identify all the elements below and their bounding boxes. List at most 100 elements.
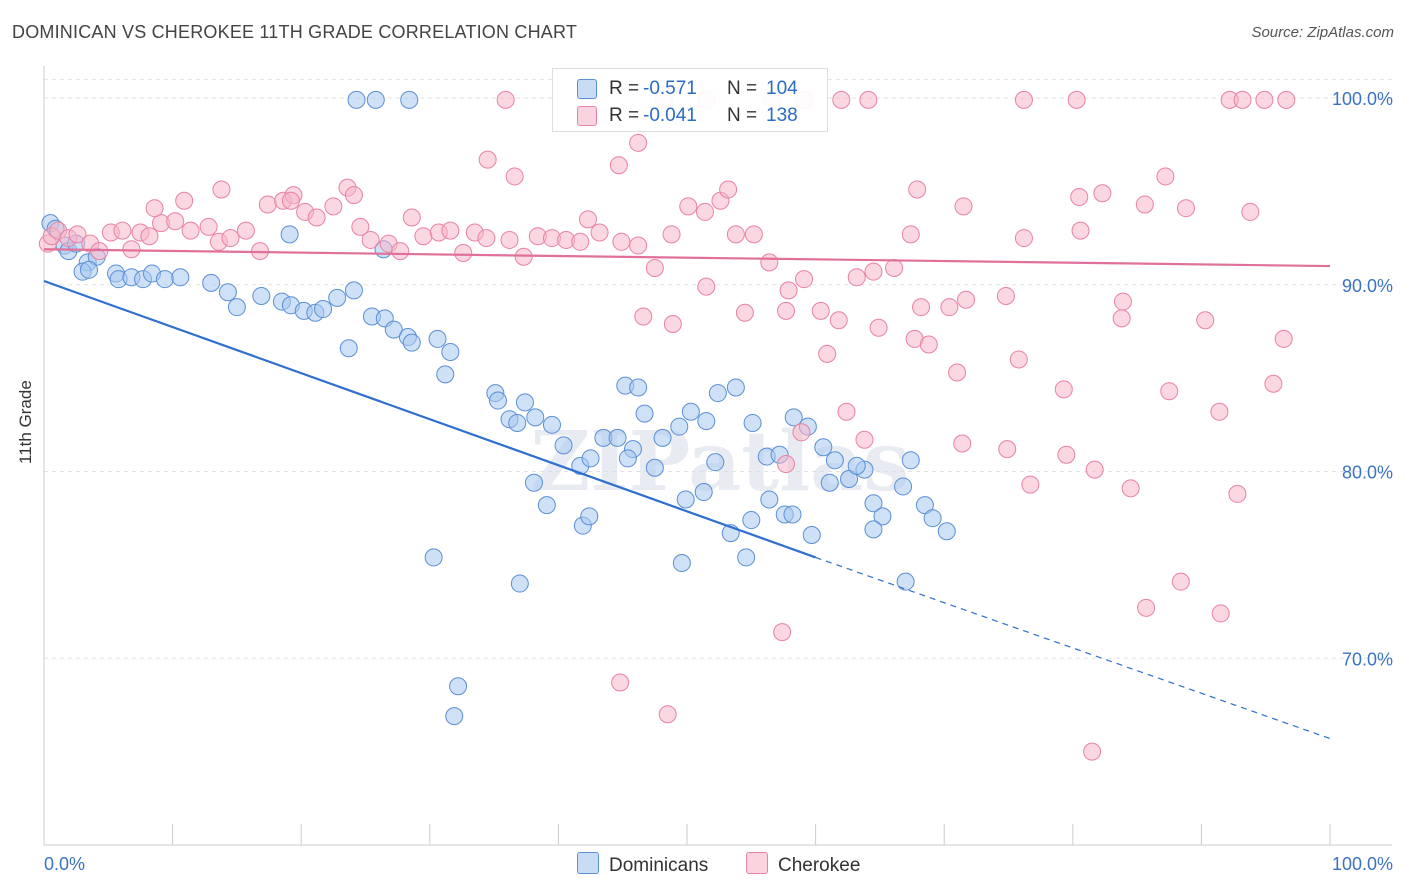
- dominican-point: [618, 449, 637, 468]
- legend-r-value: -0.041: [643, 105, 697, 126]
- dominican-point: [436, 365, 455, 384]
- bottom-legend-dominicans: Dominicans: [577, 852, 708, 877]
- dominican-point: [449, 677, 468, 696]
- dominican-point: [873, 507, 892, 526]
- dominican-point: [896, 572, 915, 591]
- y-tick-label: 70.0%: [1342, 649, 1393, 669]
- cherokee-point: [1057, 445, 1076, 464]
- dominican-point: [344, 281, 363, 300]
- cherokee-point: [1085, 460, 1104, 479]
- cherokee-point: [590, 223, 609, 242]
- dominican-point: [384, 320, 403, 339]
- dominican-point: [676, 490, 695, 509]
- dominican-point: [894, 477, 913, 496]
- dominican-point: [347, 90, 366, 109]
- cherokee-point: [1274, 329, 1293, 348]
- cherokee-point: [166, 212, 185, 231]
- cherokee-point: [1054, 380, 1073, 399]
- dominican-point: [742, 511, 761, 530]
- dominican-point: [820, 473, 839, 492]
- cherokee-point: [662, 225, 681, 244]
- dominican-point: [743, 413, 762, 432]
- dominican-point: [510, 574, 529, 593]
- cherokee-point: [402, 208, 421, 227]
- cherokee-point: [505, 167, 524, 186]
- dominican-point: [488, 391, 507, 410]
- cherokee-point: [948, 363, 967, 382]
- dominican-point: [252, 286, 271, 305]
- dominican-trend-line: [43, 279, 816, 559]
- cherokee-point: [869, 318, 888, 337]
- dominican-point: [802, 526, 821, 544]
- bottom-legend-label: Dominicans: [609, 855, 709, 876]
- cherokee-point: [1135, 195, 1154, 214]
- dominican-point: [760, 490, 779, 509]
- dominican-point: [847, 456, 866, 475]
- dominican-point: [784, 408, 803, 427]
- cherokee-point: [818, 344, 837, 363]
- dominican-point: [864, 520, 883, 539]
- y-tick-label: 90.0%: [1342, 276, 1393, 296]
- cherokee-point: [478, 150, 497, 169]
- cherokee-point: [1210, 402, 1229, 421]
- dominican-point: [155, 270, 174, 289]
- x-tick-label: 0.0%: [44, 854, 85, 874]
- cherokee-point: [145, 199, 164, 218]
- dominican-point: [670, 417, 689, 436]
- cherokee-point: [500, 230, 519, 249]
- dominican-point: [542, 415, 561, 434]
- cherokee-point: [1021, 475, 1040, 494]
- cherokee-point: [212, 180, 231, 199]
- dominican-point: [441, 342, 460, 361]
- cherokee-point: [477, 229, 496, 248]
- legend-r-label: R =: [609, 78, 640, 99]
- cherokee-point: [629, 133, 648, 152]
- cherokee-point: [1093, 184, 1112, 203]
- dominican-point: [706, 453, 725, 472]
- dominican-point: [581, 449, 600, 468]
- dominican-point: [554, 436, 573, 455]
- legend-n-label: N =: [727, 78, 758, 99]
- cherokee-point: [1160, 382, 1179, 401]
- cherokee-point: [175, 191, 194, 210]
- cherokee-point: [811, 301, 830, 320]
- dominican-point: [814, 438, 833, 457]
- cherokee-point: [324, 197, 343, 216]
- cherokee-point: [281, 191, 300, 210]
- cherokee-point: [760, 253, 779, 272]
- cherokee-point: [1009, 350, 1028, 369]
- chart-source: Source: ZipAtlas.com: [1251, 24, 1394, 41]
- cherokee-point: [697, 277, 716, 296]
- dominican-point: [737, 548, 756, 567]
- dominican-point: [218, 283, 237, 302]
- cherokee-point: [1156, 167, 1175, 186]
- cherokee-point: [795, 270, 814, 289]
- dominican-point: [424, 548, 443, 567]
- dominican-point: [580, 507, 599, 526]
- dominican-point: [339, 339, 358, 358]
- dominican-point: [202, 273, 221, 292]
- legend-r-value: -0.571: [643, 78, 697, 99]
- legend-swatch-cherokee: [577, 106, 597, 126]
- cherokee-point: [658, 705, 677, 724]
- cherokee-point: [940, 298, 959, 317]
- cherokee-point: [361, 230, 380, 249]
- cherokee-point: [645, 258, 664, 277]
- cherokee-point: [1070, 187, 1089, 206]
- cherokee-point: [885, 258, 904, 277]
- cherokee-point: [612, 232, 631, 251]
- dominican-point: [697, 412, 716, 431]
- dominican-point: [726, 378, 745, 397]
- cherokee-point: [663, 314, 682, 333]
- cherokee-point: [514, 247, 533, 266]
- cherokee-point: [726, 225, 745, 244]
- cherokee-point: [611, 673, 630, 692]
- bottom-swatch-cherokee: [746, 852, 768, 874]
- dominican-point: [672, 554, 691, 573]
- cherokee-point: [864, 262, 883, 281]
- y-tick-label: 100.0%: [1332, 89, 1393, 109]
- chart-title: DOMINICAN VS CHEROKEE 11TH GRADE CORRELA…: [12, 22, 578, 42]
- cherokee-point: [832, 90, 851, 109]
- cherokee-point: [1228, 484, 1247, 503]
- cherokee-point: [829, 311, 848, 330]
